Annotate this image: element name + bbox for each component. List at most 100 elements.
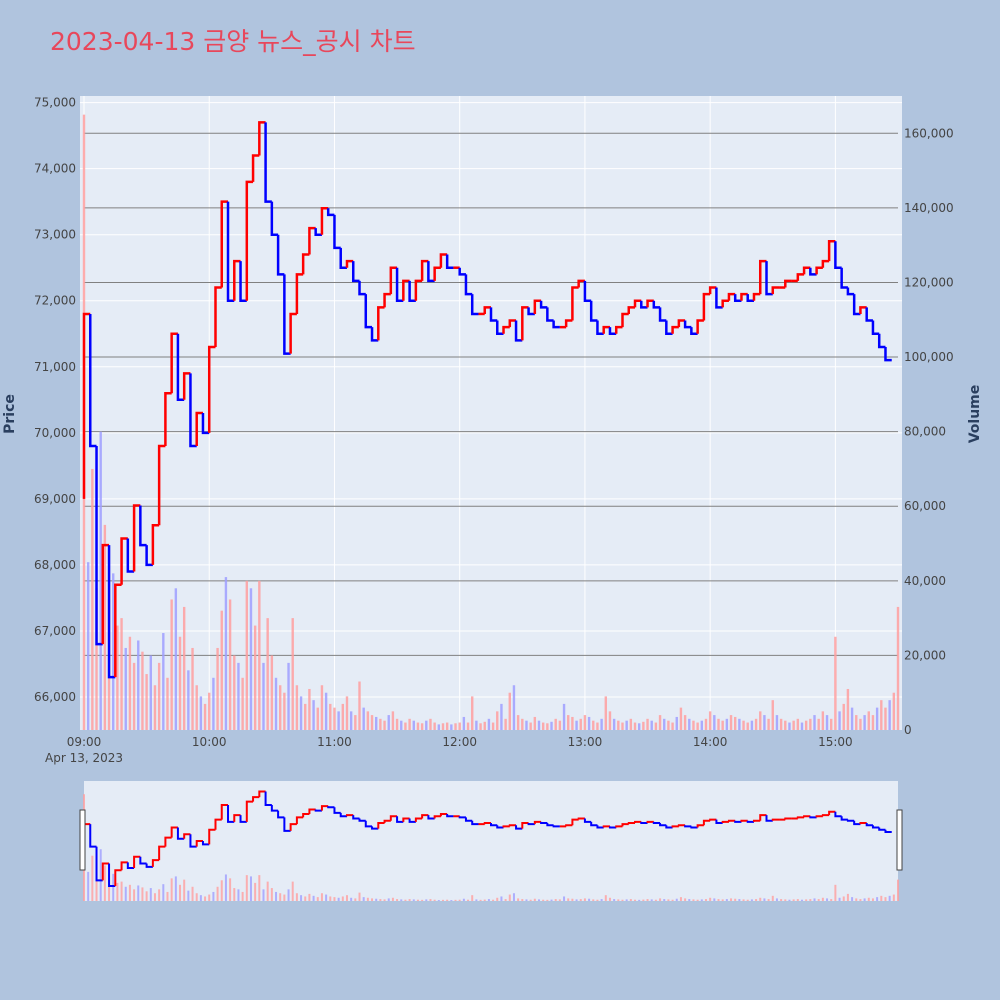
price-candle-segment <box>596 320 604 335</box>
slider-price-segment <box>371 826 379 830</box>
price-candle-segment <box>852 294 861 316</box>
volume-bar <box>241 677 244 730</box>
slider-volume-bar <box>358 892 361 901</box>
x-axis-date-label: Apr 13, 2023 <box>45 751 123 765</box>
slider-volume-bar <box>897 879 899 901</box>
slider-price-segment <box>540 821 548 824</box>
price-candle-segment <box>583 280 592 302</box>
slider-price-segment <box>421 814 429 819</box>
slider-volume-bar <box>596 899 599 901</box>
volume-bar <box>788 722 791 730</box>
slider-volume-bar <box>329 896 332 901</box>
slider-volume-bar <box>671 899 674 901</box>
volume-bar <box>124 647 127 730</box>
slider-price-segment <box>765 815 773 822</box>
price-candle-segment <box>107 545 116 679</box>
range-slider-left-handle[interactable] <box>79 809 86 871</box>
volume-bar <box>291 618 294 730</box>
volume-bar <box>671 722 674 730</box>
slider-price-segment <box>358 818 366 822</box>
slider-price-segment <box>652 821 661 824</box>
slider-price-segment <box>289 823 297 831</box>
price-candle-segment <box>483 306 491 314</box>
slider-volume-bar <box>608 897 611 901</box>
range-slider-right-handle[interactable] <box>896 809 903 871</box>
slider-volume-bar <box>441 899 444 901</box>
price-tick-label: 68,000 <box>34 558 76 572</box>
slider-volume-bar <box>717 899 720 901</box>
slider-volume-bar <box>888 895 891 901</box>
slider-volume-bar <box>871 898 874 901</box>
slider-price-segment <box>746 820 754 823</box>
price-candle-segment <box>671 325 679 334</box>
volume-bar <box>859 718 862 730</box>
slider-volume-bar <box>730 898 733 901</box>
volume-bar <box>245 580 248 730</box>
slider-volume-bar <box>642 899 645 901</box>
price-candle-segment <box>195 411 203 447</box>
slider-volume-bar <box>487 899 490 901</box>
price-candle-segment <box>420 259 429 281</box>
price-candle-segment <box>245 180 254 301</box>
volume-bar <box>425 720 428 730</box>
volume-bar <box>349 711 353 730</box>
volume-bar <box>650 720 653 730</box>
slider-volume-bar <box>95 876 98 901</box>
volume-bar <box>583 715 587 730</box>
slider-volume-bar <box>634 899 637 901</box>
price-candle-segment <box>884 346 892 362</box>
slider-price-segment <box>677 824 686 827</box>
volume-bar <box>412 720 415 730</box>
slider-volume-bar <box>87 871 90 901</box>
volume-bar <box>458 722 461 730</box>
volume-bar <box>270 655 274 730</box>
slider-volume-bar <box>316 897 319 901</box>
slider-price-segment <box>884 829 892 833</box>
slider-volume-bar <box>571 898 574 901</box>
slider-price-segment <box>809 816 817 819</box>
slider-volume-bar <box>429 899 432 901</box>
price-candle-segment <box>89 313 97 448</box>
slider-price-segment <box>151 859 160 867</box>
volume-bar <box>817 718 820 730</box>
slider-price-segment <box>483 822 491 825</box>
slider-volume-bar <box>120 881 123 901</box>
volume-tick-label: 80,000 <box>904 425 946 439</box>
slider-volume-bar <box>558 899 561 901</box>
volume-bar <box>855 715 858 730</box>
slider-price-segment <box>527 823 535 826</box>
slider-volume-bar <box>396 899 399 901</box>
volume-bar <box>867 711 870 730</box>
price-candle-segment <box>677 319 686 328</box>
volume-bar <box>842 703 845 730</box>
slider-price-segment <box>571 818 579 826</box>
volume-bar <box>132 662 136 730</box>
slider-price-segment <box>552 825 560 828</box>
slider-volume-bar <box>462 898 465 901</box>
slider-volume-bar <box>279 893 282 901</box>
volume-bar <box>454 723 457 730</box>
range-slider[interactable] <box>84 781 898 901</box>
slider-price-segment <box>640 821 648 824</box>
slider-volume-bar <box>780 899 783 901</box>
slider-volume-bar <box>554 899 557 901</box>
slider-volume-bar <box>325 894 328 901</box>
volume-bar <box>86 562 90 730</box>
volume-bar <box>500 703 503 730</box>
slider-volume-bar <box>604 895 607 901</box>
plot-area[interactable] <box>80 96 902 730</box>
price-candle-segment <box>314 228 322 236</box>
price-candles <box>82 121 892 679</box>
price-axis-ticks: 66,000 67,000 68,000 69,000 70,000 71,000 72,0… <box>34 96 76 704</box>
price-tick-label: 70,000 <box>34 426 76 440</box>
price-candle-segment <box>746 294 754 302</box>
volume-bar <box>717 718 720 730</box>
slider-volume-bar <box>191 886 194 901</box>
price-tick-label: 71,000 <box>34 360 76 374</box>
slider-price-segment <box>220 804 229 820</box>
slider-volume-bar <box>404 899 407 901</box>
volume-bar <box>253 625 257 730</box>
volume-axis-ticks: 0 20,000 40,000 60,000 80,000 100,000 120,000 1… <box>904 126 954 737</box>
slider-volume-bar <box>675 898 678 901</box>
slider-price-segment <box>815 815 823 818</box>
